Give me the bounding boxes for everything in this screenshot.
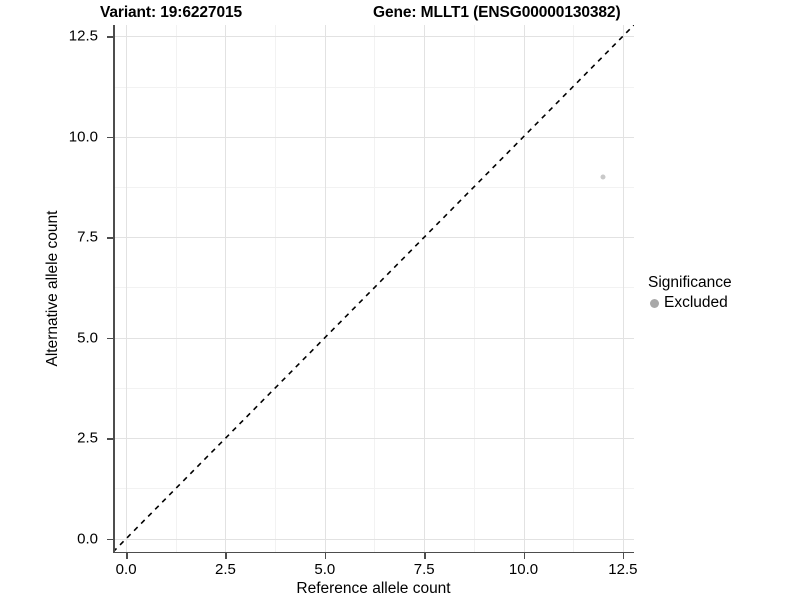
x-axis-tick xyxy=(424,553,426,559)
x-axis-tick-label: 0.0 xyxy=(115,561,137,578)
legend-item-label: Excluded xyxy=(664,294,728,311)
gridline-major-horizontal xyxy=(113,337,634,339)
gridline-major-horizontal xyxy=(113,36,634,38)
x-axis-tick-label: 10.0 xyxy=(508,561,539,578)
x-axis-tick xyxy=(126,553,128,559)
legend-title: Significance xyxy=(648,274,732,291)
chart-title-row: Variant: 19:6227015 Gene: MLLT1 (ENSG000… xyxy=(0,4,800,26)
y-axis-spine xyxy=(113,25,115,553)
y-axis-tick xyxy=(107,538,113,541)
y-axis-tick-label: 2.5 xyxy=(77,429,98,447)
gridline-major-vertical xyxy=(424,25,426,552)
x-axis-spine xyxy=(113,551,634,554)
y-axis-tick xyxy=(107,438,113,440)
gridline-minor-horizontal xyxy=(113,387,634,389)
x-axis-tick-label: 2.5 xyxy=(215,561,236,578)
legend: Significance Excluded xyxy=(648,273,798,313)
gridline-minor-horizontal xyxy=(113,287,634,289)
x-axis-title: Reference allele count xyxy=(296,580,451,597)
y-axis-tick-label: 0.0 xyxy=(77,530,98,548)
y-axis-tick-label: 7.5 xyxy=(77,228,98,246)
x-axis-tick xyxy=(324,553,327,559)
y-axis-tick xyxy=(107,136,113,139)
gene-title: Gene: MLLT1 (ENSG00000130382) xyxy=(373,4,621,21)
data-point xyxy=(600,174,606,180)
y-axis-tick-label: 5.0 xyxy=(77,329,98,347)
x-axis-tick xyxy=(523,553,525,559)
gridline-major-vertical xyxy=(622,25,624,552)
x-axis-tick-label: 7.5 xyxy=(413,561,435,578)
y-axis-tick-label: 10.0 xyxy=(68,128,98,146)
gridline-minor-vertical xyxy=(175,25,177,552)
gridline-major-horizontal xyxy=(113,136,634,138)
x-axis-tick-label: 5.0 xyxy=(314,561,336,578)
gridline-major-horizontal xyxy=(113,438,634,440)
x-axis-tick-label: 12.5 xyxy=(608,561,638,578)
gridline-major-vertical xyxy=(523,25,525,552)
legend-item[interactable]: Excluded xyxy=(648,293,798,313)
legend-items: Excluded xyxy=(648,293,798,313)
x-axis-tick xyxy=(622,553,625,559)
y-axis-title: Alternative allele count xyxy=(44,210,61,367)
gridline-major-vertical xyxy=(225,25,227,552)
gridline-major-vertical xyxy=(126,25,128,552)
y-axis-tick-label: 12.5 xyxy=(68,27,98,45)
gridline-minor-horizontal xyxy=(113,86,634,88)
gridline-major-horizontal xyxy=(113,538,634,540)
y-axis-tick xyxy=(107,337,113,340)
gridline-minor-horizontal xyxy=(113,488,634,490)
gridline-major-vertical xyxy=(324,25,326,552)
y-axis-tick xyxy=(107,237,113,239)
x-axis-tick xyxy=(225,553,227,559)
plot-panel-clip xyxy=(113,25,634,552)
y-axis-tick xyxy=(107,36,113,38)
legend-marker-icon xyxy=(650,298,659,308)
gridline-minor-vertical xyxy=(473,25,475,552)
gridline-minor-vertical xyxy=(374,25,376,552)
plot-panel xyxy=(113,25,634,552)
gridline-minor-vertical xyxy=(573,25,575,552)
gridline-major-horizontal xyxy=(113,237,634,239)
gridline-minor-vertical xyxy=(275,25,277,552)
variant-title: Variant: 19:6227015 xyxy=(100,4,243,21)
gridline-minor-horizontal xyxy=(113,186,634,188)
